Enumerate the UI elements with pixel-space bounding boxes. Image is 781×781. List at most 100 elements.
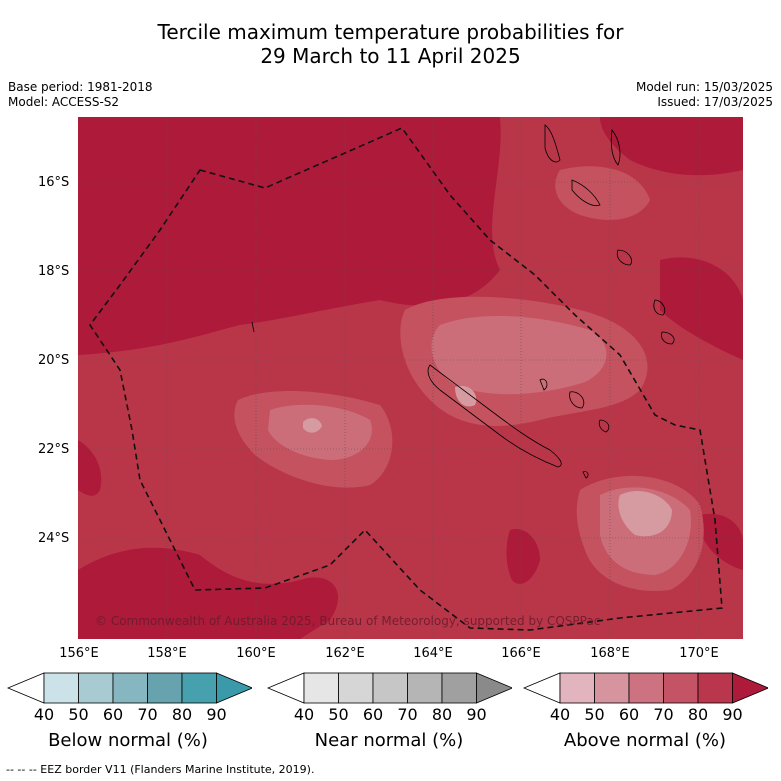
colorbar-tick-label: 50	[68, 705, 89, 724]
colorbar-tick-label: 90	[206, 705, 227, 724]
lat-label-24s: 24°S	[38, 531, 70, 546]
colorbar-segment	[663, 672, 699, 704]
model-run: Model run: 15/03/2025	[635, 80, 773, 94]
colorbar-below-segments	[6, 672, 252, 704]
colorbar-segment	[697, 672, 733, 704]
model-name: Model: ACCESS-S2	[8, 95, 120, 109]
colorbar-near-title: Near normal (%)	[314, 730, 464, 751]
region-above-90-w	[78, 440, 102, 496]
colorbar-tick-label: 50	[328, 705, 349, 724]
issued-date: Issued: 17/03/2025	[657, 95, 773, 109]
colorbar-near-normal	[266, 672, 512, 704]
region-above-90-se	[700, 513, 743, 570]
vanuatu-island-2-coast	[610, 129, 621, 166]
colorbar-low-extension	[6, 672, 45, 704]
colorbar-tick-label: 70	[137, 705, 158, 724]
vanuatu-island-3-coast	[653, 299, 666, 316]
meta-left: Base period: 1981-2018 Model: ACCESS-S2	[8, 80, 153, 110]
colorbar-tick-label: 80	[171, 705, 193, 724]
colorbar-segment	[147, 672, 183, 704]
colorbar-segment	[594, 672, 630, 704]
graticule	[78, 117, 743, 639]
copyright-notice: © Commonwealth of Australia 2025, Bureau…	[95, 614, 601, 628]
region-above-50-west	[303, 418, 322, 433]
lon-label-170e: 170°E	[679, 646, 719, 661]
colorbar-high-extension	[216, 672, 252, 704]
loyalty-island-3-coast	[539, 378, 548, 391]
lat-label-22s: 22°S	[38, 442, 70, 457]
colorbar-segment	[372, 672, 408, 704]
lon-label-160e: 160°E	[236, 646, 276, 661]
colorbar-segment	[303, 672, 339, 704]
colorbar-below-title: Below normal (%)	[48, 730, 208, 751]
colorbar-tick-label: 90	[466, 705, 487, 724]
lat-label-18s: 18°S	[38, 264, 70, 279]
colorbar-above-normal	[522, 672, 768, 704]
colorbar-segment	[441, 672, 477, 704]
colorbar-tick-label: 60	[362, 705, 384, 724]
region-above-90-s	[506, 529, 540, 584]
colorbar-below-normal	[6, 672, 252, 704]
vanuatu-island-coast	[571, 179, 601, 207]
region-above-70-ne	[555, 166, 650, 220]
colorbar-tick-label: 90	[722, 705, 743, 724]
probability-field	[78, 117, 743, 639]
colorbar-tick-label: 70	[397, 705, 418, 724]
colorbar-high-extension	[476, 672, 512, 704]
colorbar-tick-label: 70	[653, 705, 674, 724]
colorbar-segment	[559, 672, 595, 704]
region-above-90-sw	[78, 547, 339, 639]
lat-label-20s: 20°S	[38, 353, 70, 368]
vanuatu-island-4-coast	[661, 331, 675, 345]
coastlines	[251, 124, 675, 479]
colorbar-low-extension	[522, 672, 561, 704]
region-above-60-center	[431, 315, 607, 395]
eez-border	[89, 127, 723, 631]
colorbar-above-segments	[522, 672, 768, 704]
colorbar-segment	[112, 672, 148, 704]
colorbar-low-extension	[266, 672, 305, 704]
colorbar-segment	[338, 672, 374, 704]
lon-label-164e: 164°E	[413, 646, 453, 661]
lat-label-16s: 16°S	[38, 175, 70, 190]
region-above-60-west	[268, 404, 372, 460]
colorbar-tick-label: 50	[584, 705, 605, 724]
region-above-50-caledonia	[455, 385, 477, 407]
title-line-2: 29 March to 11 April 2025	[260, 44, 521, 68]
new-caledonia-coast	[427, 364, 562, 468]
colorbar-segment	[78, 672, 114, 704]
region-above-90-ne	[600, 117, 743, 176]
base-period: Base period: 1981-2018	[8, 80, 153, 94]
colorbar-near-segments	[266, 672, 512, 704]
region-above-50-southeast	[618, 490, 672, 537]
map-title: Tercile maximum temperature probabilitie…	[0, 20, 781, 68]
small-island-coast	[251, 321, 255, 333]
eez-footnote: -- -- -- EEZ border V11 (Flanders Marine…	[6, 763, 315, 776]
region-above-90-e	[660, 257, 743, 360]
colorbar-tick-label: 40	[33, 705, 55, 724]
loyalty-islands-coast	[569, 391, 585, 409]
map-panel	[78, 117, 743, 639]
vanuatu-north-coast	[544, 124, 561, 163]
lon-label-166e: 166°E	[501, 646, 541, 661]
meta-right: Model run: 15/03/2025 Issued: 17/03/2025	[636, 80, 773, 110]
colorbar-segment	[181, 672, 217, 704]
small-island-2-coast	[582, 471, 589, 479]
colorbar-high-extension	[732, 672, 768, 704]
loyalty-island-2-coast	[598, 419, 610, 433]
colorbar-segment	[628, 672, 664, 704]
colorbar-segment	[43, 672, 79, 704]
title-line-1: Tercile maximum temperature probabilitie…	[157, 20, 624, 44]
colorbar-tick-label: 40	[549, 705, 571, 724]
lon-label-156e: 156°E	[59, 646, 99, 661]
colorbar-above-title: Above normal (%)	[563, 730, 727, 751]
vanuatu-south-coast	[616, 249, 633, 266]
colorbar-tick-label: 60	[102, 705, 124, 724]
colorbar-tick-label: 60	[618, 705, 640, 724]
lon-label-158e: 158°E	[147, 646, 187, 661]
lon-label-162e: 162°E	[325, 646, 365, 661]
region-above-90-north	[78, 117, 501, 355]
colorbar-tick-label: 80	[431, 705, 453, 724]
colorbar-tick-label: 80	[687, 705, 709, 724]
lon-label-168e: 168°E	[590, 646, 630, 661]
